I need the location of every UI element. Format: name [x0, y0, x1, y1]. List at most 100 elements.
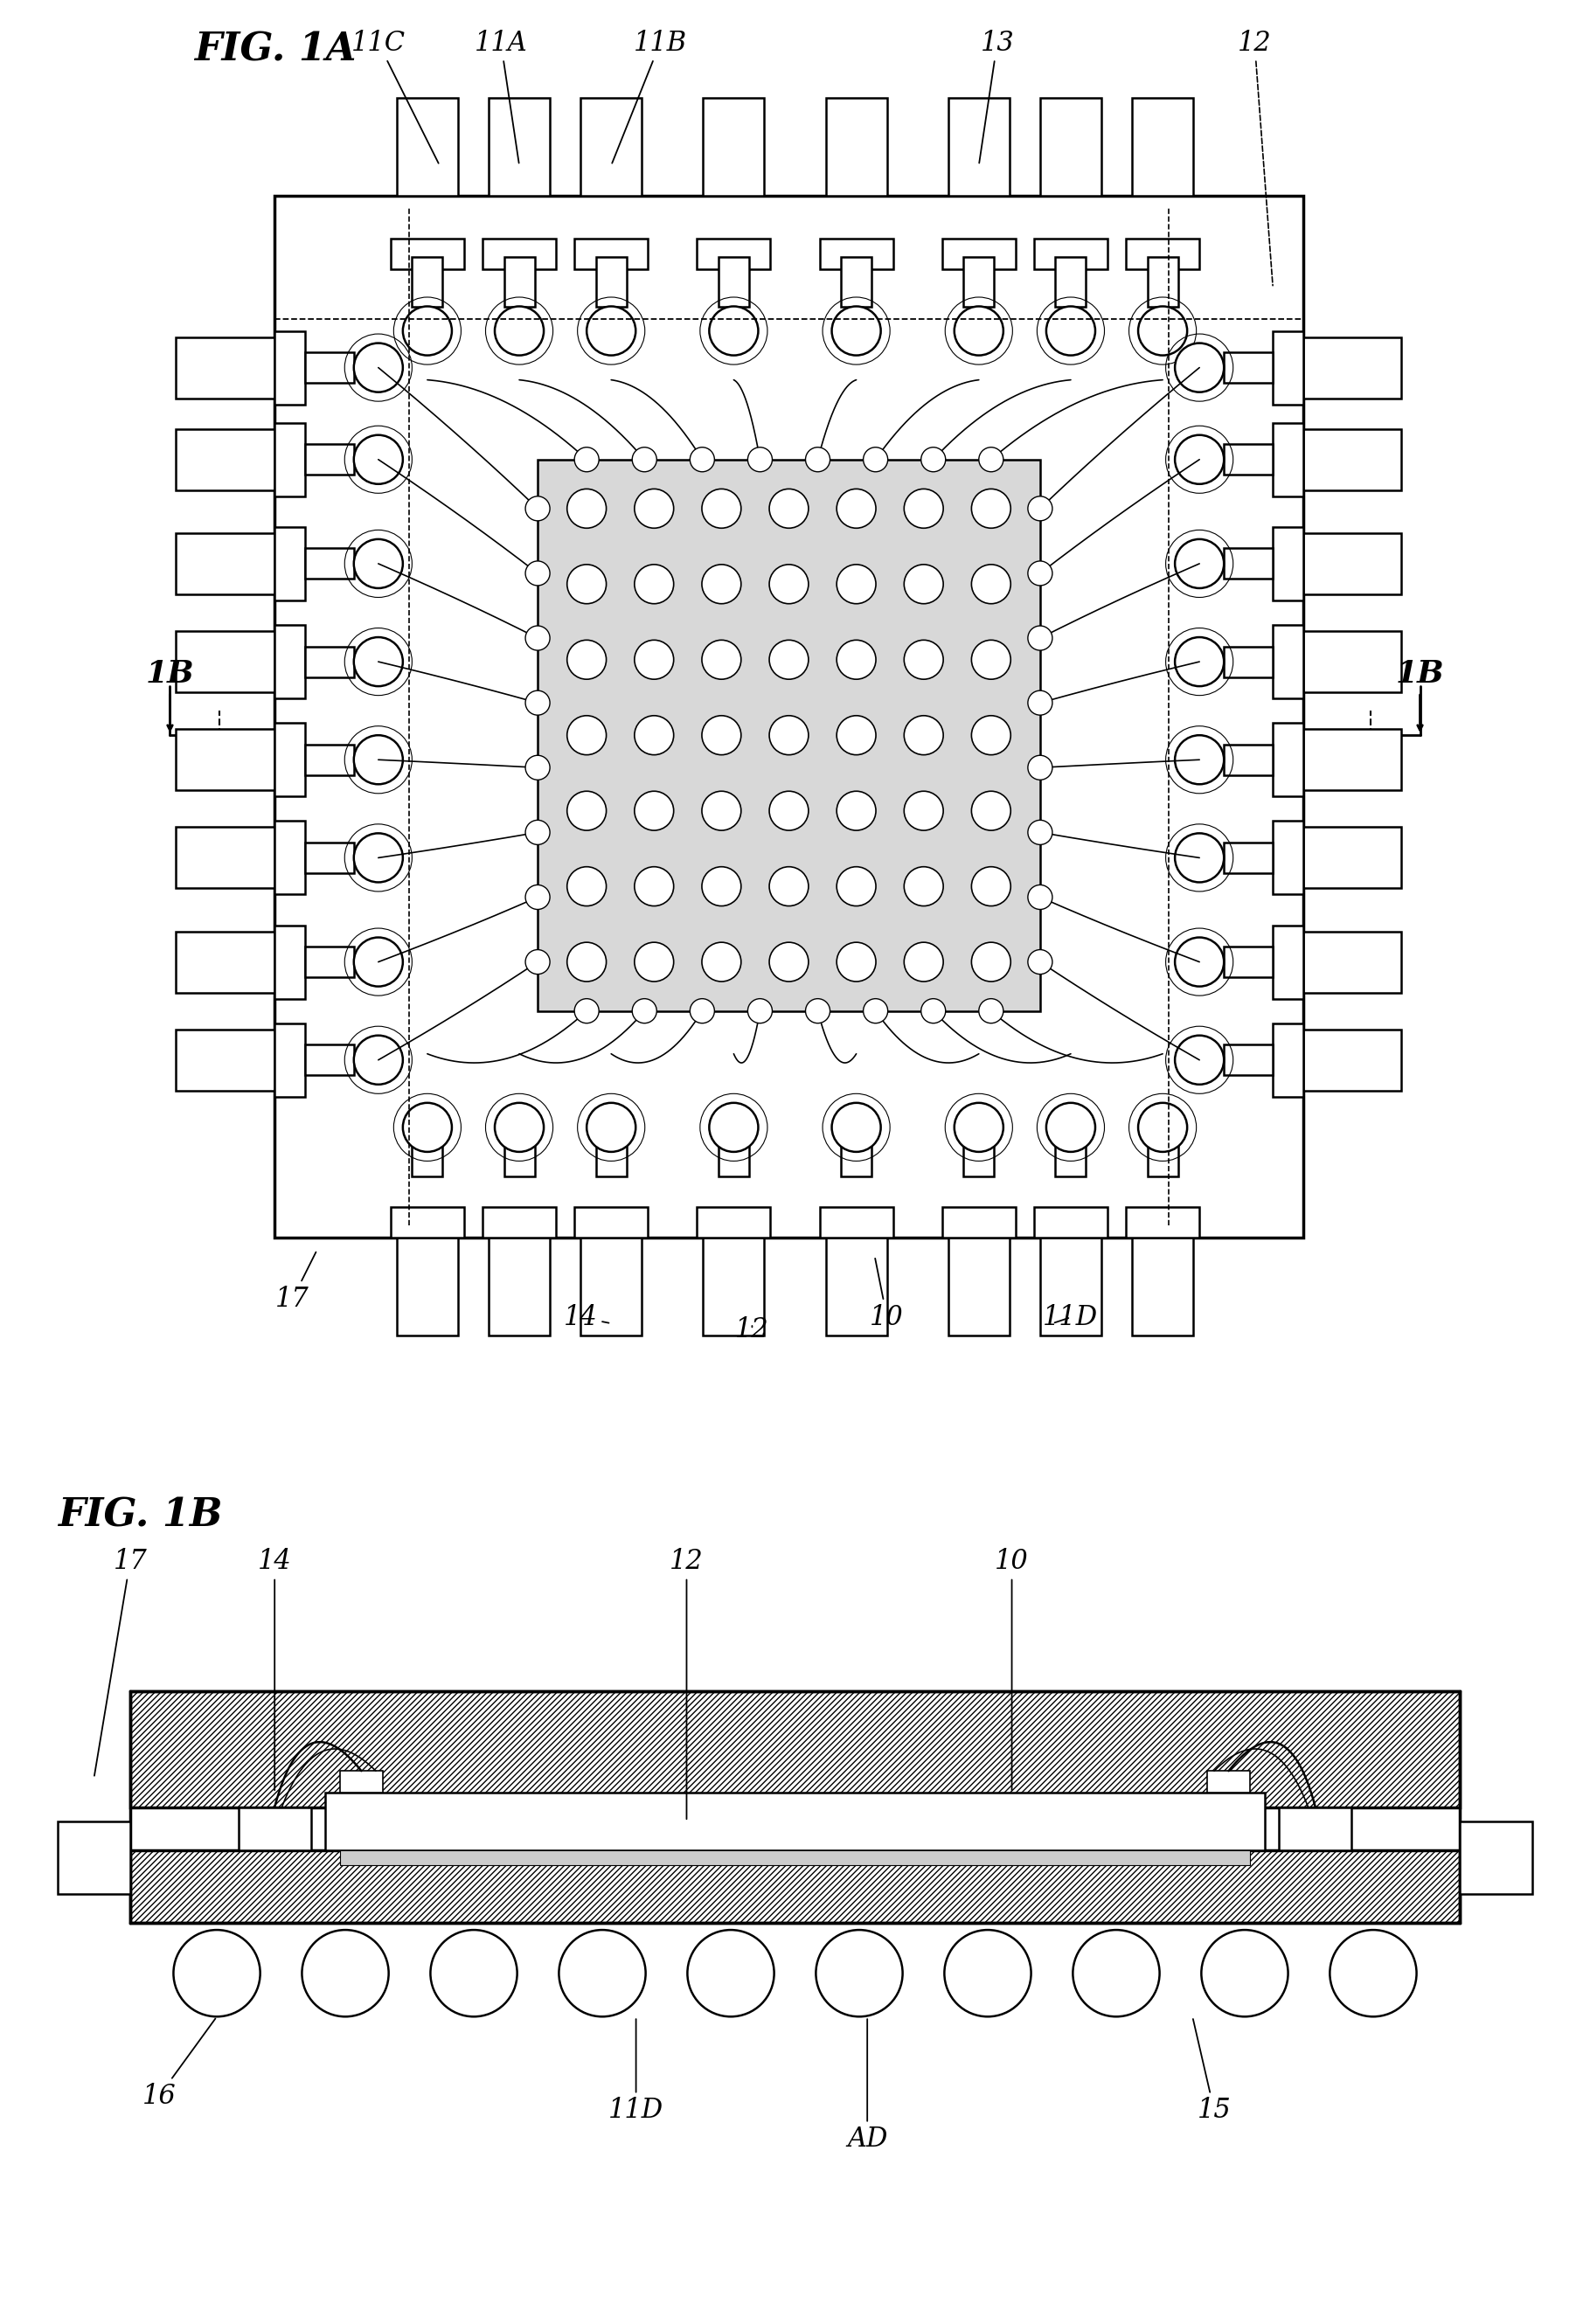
Bar: [1304, 632, 1402, 693]
Circle shape: [770, 716, 808, 755]
Bar: [1304, 430, 1402, 490]
Bar: [1224, 353, 1274, 383]
Circle shape: [709, 1104, 758, 1153]
Bar: [273, 723, 305, 797]
Circle shape: [525, 560, 550, 586]
Circle shape: [863, 999, 887, 1023]
Bar: [1274, 330, 1304, 404]
Text: 17: 17: [275, 1253, 316, 1313]
Bar: [703, 1239, 765, 1336]
Circle shape: [836, 790, 876, 830]
Bar: [1274, 423, 1304, 497]
Circle shape: [836, 867, 876, 906]
Bar: [696, 239, 771, 270]
Bar: [1224, 946, 1274, 976]
Bar: [1274, 820, 1304, 895]
Circle shape: [687, 1929, 774, 2017]
Bar: [305, 646, 355, 676]
Bar: [176, 1030, 273, 1090]
Circle shape: [1175, 1037, 1224, 1085]
Bar: [1304, 1030, 1402, 1090]
Bar: [1034, 239, 1108, 270]
Bar: [130, 1850, 1460, 1922]
Bar: [176, 632, 273, 693]
Bar: [273, 195, 1304, 1239]
Circle shape: [494, 1104, 544, 1153]
Circle shape: [633, 446, 657, 472]
Text: 15: 15: [1192, 2020, 1231, 2124]
Bar: [574, 239, 649, 270]
Bar: [1280, 1808, 1351, 1850]
Bar: [273, 1023, 305, 1097]
Bar: [482, 239, 556, 270]
Bar: [580, 98, 642, 195]
Circle shape: [525, 755, 550, 781]
Bar: [1148, 1127, 1178, 1176]
Bar: [273, 925, 305, 999]
Bar: [948, 1239, 1010, 1336]
Bar: [1207, 1771, 1250, 1792]
Circle shape: [587, 307, 636, 356]
Circle shape: [355, 435, 402, 483]
Circle shape: [634, 639, 674, 679]
Bar: [398, 98, 458, 195]
Circle shape: [954, 1104, 1003, 1153]
Bar: [57, 1822, 130, 1894]
Bar: [273, 820, 305, 895]
Text: FIG. 1A: FIG. 1A: [194, 30, 356, 67]
Circle shape: [1027, 885, 1053, 909]
Circle shape: [1202, 1929, 1288, 2017]
Circle shape: [1046, 307, 1096, 356]
Circle shape: [1138, 307, 1188, 356]
Bar: [176, 430, 273, 490]
Circle shape: [1046, 1104, 1096, 1153]
Circle shape: [355, 1037, 402, 1085]
Circle shape: [1027, 755, 1053, 781]
Circle shape: [568, 488, 606, 528]
Circle shape: [568, 790, 606, 830]
Circle shape: [1027, 625, 1053, 651]
Circle shape: [905, 941, 943, 981]
Circle shape: [634, 716, 674, 755]
Bar: [596, 258, 626, 307]
Bar: [130, 1692, 1460, 1808]
Circle shape: [355, 937, 402, 985]
Bar: [1274, 528, 1304, 600]
Text: 14: 14: [258, 1548, 291, 1789]
Text: 1B: 1B: [146, 660, 194, 688]
Circle shape: [1138, 1104, 1188, 1153]
Circle shape: [747, 446, 773, 472]
Bar: [176, 532, 273, 595]
Text: 12: 12: [1237, 30, 1272, 286]
Circle shape: [836, 941, 876, 981]
Circle shape: [1073, 1929, 1159, 2017]
Circle shape: [979, 999, 1003, 1023]
Text: FIG. 1B: FIG. 1B: [57, 1497, 223, 1534]
Circle shape: [836, 488, 876, 528]
Bar: [696, 1206, 771, 1239]
Text: 1B: 1B: [1396, 660, 1444, 688]
Bar: [488, 1239, 550, 1336]
Text: 11D: 11D: [1043, 1304, 1099, 1332]
Circle shape: [905, 639, 943, 679]
Text: 14: 14: [563, 1304, 609, 1332]
Bar: [488, 98, 550, 195]
Text: 10: 10: [870, 1257, 903, 1332]
Circle shape: [525, 951, 550, 974]
Circle shape: [905, 488, 943, 528]
Circle shape: [971, 716, 1011, 755]
Circle shape: [863, 446, 887, 472]
Circle shape: [701, 565, 741, 604]
Bar: [1274, 625, 1304, 700]
Bar: [964, 258, 994, 307]
Bar: [1304, 337, 1402, 397]
Bar: [1304, 532, 1402, 595]
Text: 10: 10: [995, 1548, 1029, 1789]
Circle shape: [971, 867, 1011, 906]
Circle shape: [770, 488, 808, 528]
Bar: [825, 1239, 887, 1336]
Circle shape: [302, 1929, 388, 2017]
Bar: [305, 841, 355, 874]
Circle shape: [355, 834, 402, 883]
Bar: [1148, 258, 1178, 307]
